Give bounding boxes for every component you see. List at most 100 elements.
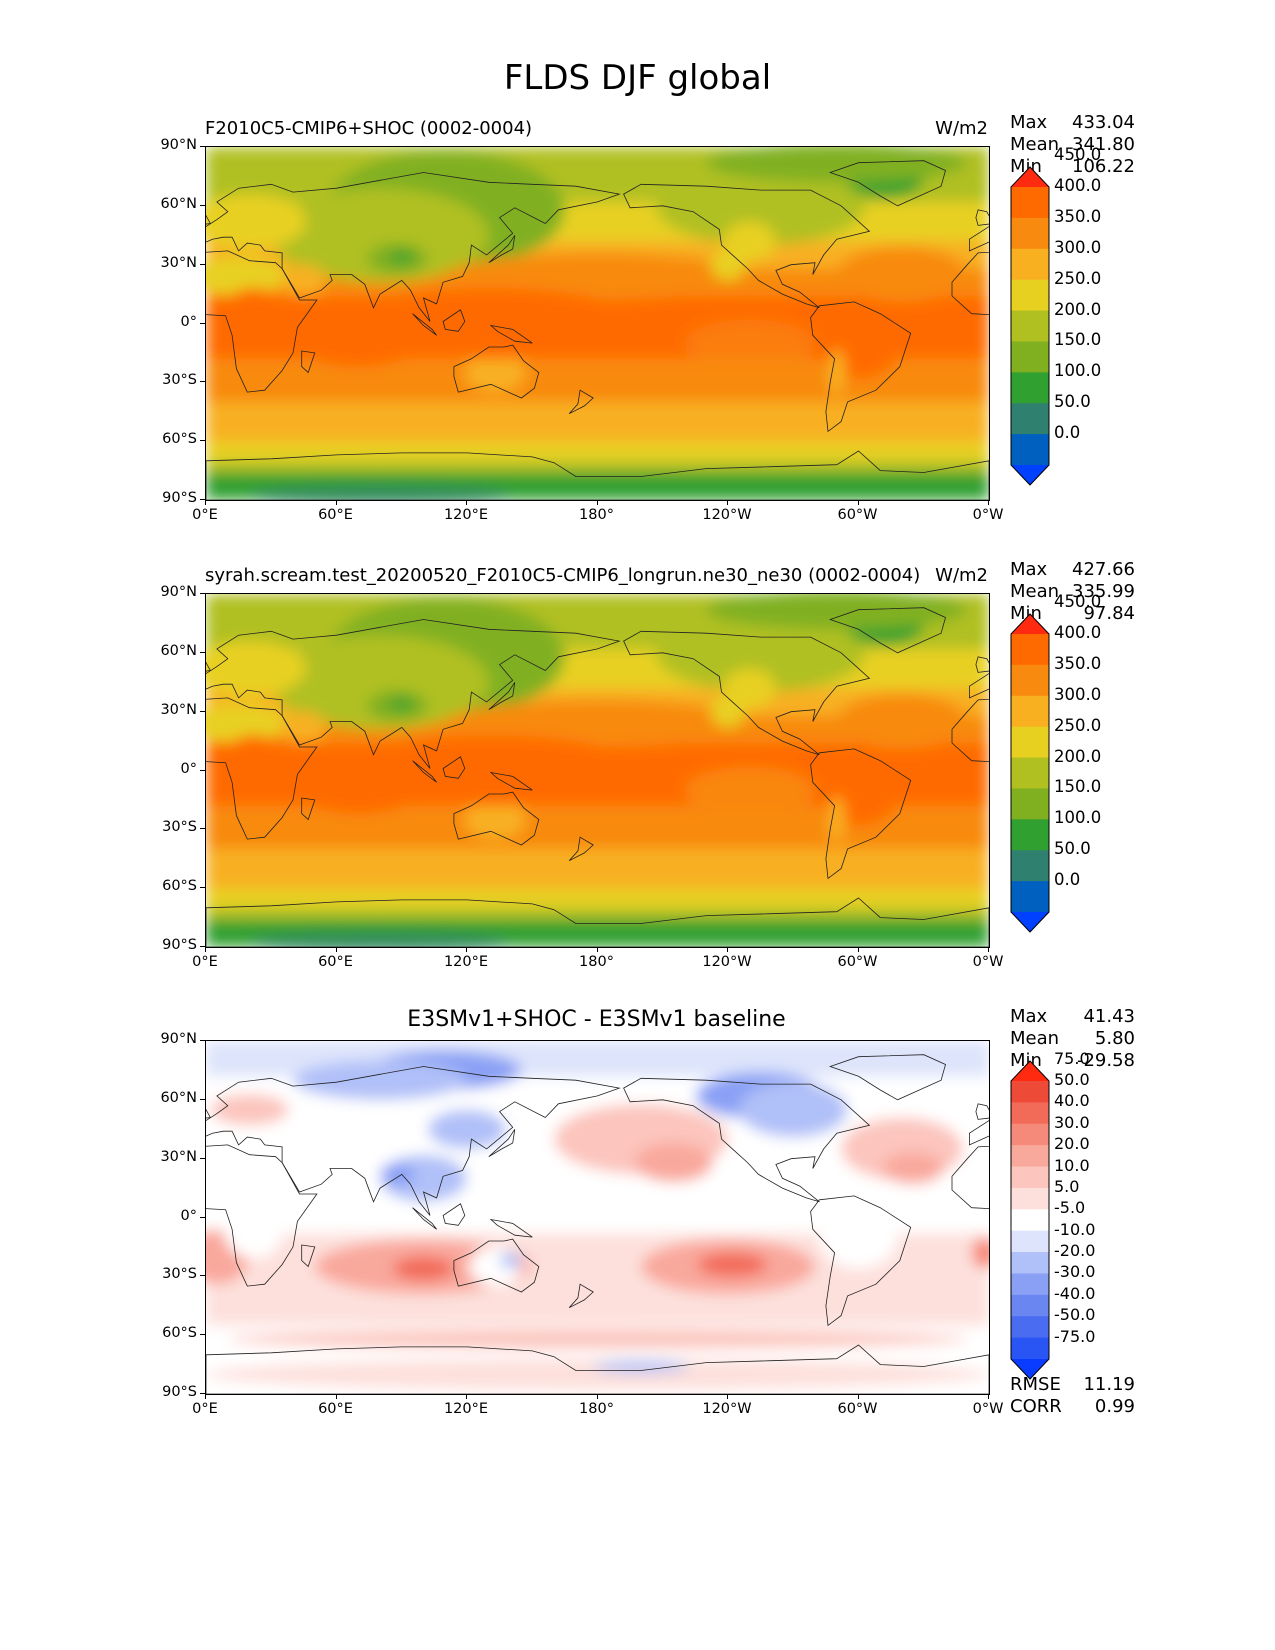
panel-3-error-stats: RMSE 11.19 CORR 0.99 bbox=[1010, 1374, 1135, 1418]
lon-tick-label: 180° bbox=[579, 954, 614, 970]
colorbar-segment bbox=[1011, 1123, 1049, 1146]
coastline-japan bbox=[488, 682, 516, 711]
colorbar-segment bbox=[1011, 372, 1049, 404]
lon-tick-mark bbox=[857, 947, 859, 952]
coastline-uk-wrap bbox=[975, 209, 989, 226]
coastline-japan bbox=[488, 235, 516, 264]
coastline-sumatra bbox=[412, 313, 437, 336]
panel-3-stats: Max 41.43 Mean 5.80 Min -29.58 bbox=[1010, 1006, 1135, 1072]
lon-tick-mark bbox=[596, 1394, 598, 1399]
lat-tick-mark bbox=[200, 146, 205, 147]
coastline-eurasia bbox=[206, 172, 621, 322]
rockies bbox=[723, 668, 776, 708]
lon-tick-mark bbox=[727, 947, 728, 952]
colorbar-tick-label: 50.0 bbox=[1054, 392, 1091, 412]
e-pacific bbox=[684, 319, 815, 367]
map-svg bbox=[206, 147, 989, 500]
cold-asia bbox=[271, 188, 489, 283]
tibet-core bbox=[388, 697, 415, 710]
coastline-greenland bbox=[828, 160, 946, 207]
colorbar-tick-label: 50.0 bbox=[1054, 839, 1091, 859]
colorbar-tick-label: -75.0 bbox=[1054, 1326, 1096, 1346]
lon-tick-mark bbox=[596, 947, 598, 952]
coastline-madagascar bbox=[301, 797, 316, 821]
diff-indian-core bbox=[393, 1256, 454, 1281]
lon-tick-label: 60°E bbox=[318, 954, 353, 970]
lat-tick-label: 90°S bbox=[162, 937, 197, 953]
lat-tick-label: 30°N bbox=[160, 701, 197, 718]
colorbar-segment bbox=[1011, 881, 1049, 913]
lon-tick-mark bbox=[988, 1394, 989, 1399]
diff-asia-neg2 bbox=[380, 1162, 415, 1187]
lon-tick-label: 120°W bbox=[702, 954, 752, 970]
map-svg bbox=[206, 594, 989, 947]
flds-field bbox=[206, 594, 989, 947]
lat-tick-label: 60°S bbox=[162, 431, 197, 448]
stat-value: 106.22 bbox=[1072, 156, 1135, 177]
diff-africa-white bbox=[223, 1195, 285, 1259]
lat-tick-label: 60°S bbox=[162, 1325, 197, 1342]
panel-2-units: W/m2 bbox=[935, 565, 988, 586]
coastline-africa bbox=[206, 697, 318, 840]
coastline-uk-wrap bbox=[975, 1103, 989, 1120]
lon-tick-label: 60°W bbox=[837, 507, 878, 523]
colorbar-tick-label: -40.0 bbox=[1054, 1283, 1096, 1303]
coastline-sumatra bbox=[412, 1207, 437, 1230]
lat-tick-label: 60°N bbox=[160, 642, 197, 659]
coastline-north-america bbox=[623, 1077, 871, 1203]
coastline-south-america bbox=[810, 1195, 912, 1327]
coastline-new-guinea bbox=[489, 771, 533, 791]
lat-tick-label: 90°S bbox=[162, 490, 197, 506]
colorbar-tick-label: 100.0 bbox=[1054, 808, 1102, 828]
colorbar-tick-label: -5.0 bbox=[1054, 1198, 1086, 1218]
stat-value: 0.99 bbox=[1094, 1396, 1135, 1417]
lat-tick-label: 0° bbox=[180, 1207, 197, 1224]
colorbar-segment bbox=[1011, 1145, 1049, 1168]
panel-3-title: E3SMv1+SHOC - E3SMv1 baseline bbox=[407, 1007, 786, 1032]
australia-center bbox=[464, 352, 526, 393]
lat-tick-mark bbox=[200, 1216, 205, 1218]
lat-tick-label: 60°S bbox=[162, 878, 197, 895]
lat-tick-label: 0° bbox=[180, 313, 197, 330]
colorbar-tick-label: 40.0 bbox=[1054, 1091, 1090, 1111]
stat-label: Max bbox=[1010, 112, 1048, 133]
lat-tick-label: 30°N bbox=[160, 254, 197, 271]
lat-tick-label: 30°S bbox=[162, 1266, 197, 1283]
coastline-africa bbox=[206, 1144, 318, 1287]
diff-satlantic-pos2 bbox=[971, 1237, 989, 1269]
colorbar-tick-label: 350.0 bbox=[1054, 206, 1102, 226]
lon-tick-label: 120°W bbox=[702, 1401, 752, 1417]
lon-tick-mark bbox=[857, 1394, 859, 1399]
andes bbox=[828, 348, 846, 397]
colorbar-tick-label: 5.0 bbox=[1054, 1176, 1080, 1196]
coastline-greenland bbox=[828, 1054, 946, 1101]
figure-title: FLDS DJF global bbox=[503, 58, 772, 98]
stat-label: Mean bbox=[1010, 1028, 1060, 1049]
lat-tick-mark bbox=[200, 322, 205, 324]
colorbar-tick-label: 10.0 bbox=[1054, 1155, 1090, 1175]
coastline-uk bbox=[206, 214, 212, 225]
stat-label: Max bbox=[1010, 1006, 1048, 1027]
colorbar-tick-label: 450.0 bbox=[1054, 145, 1102, 165]
rockies bbox=[723, 221, 776, 261]
colorbar-extend-max bbox=[1011, 1061, 1049, 1081]
lat-tick-label: 30°S bbox=[162, 372, 197, 389]
cold-asia bbox=[271, 635, 489, 730]
lon-tick-mark bbox=[466, 1394, 467, 1399]
coastline-africa bbox=[206, 250, 318, 393]
colorbar-segment bbox=[1011, 248, 1049, 281]
stat-value: 341.80 bbox=[1072, 134, 1135, 155]
colorbar-segment bbox=[1011, 695, 1049, 728]
lat-tick-mark bbox=[200, 769, 205, 771]
colorbar-segment bbox=[1011, 757, 1049, 789]
coastline-eurasia bbox=[206, 1066, 621, 1216]
coastline-new-guinea bbox=[489, 1218, 533, 1238]
antarctic-plateau bbox=[249, 931, 511, 947]
colorbar-tick-label: -10.0 bbox=[1054, 1219, 1096, 1239]
lat-tick-mark bbox=[200, 263, 205, 265]
colorbar-segment bbox=[1011, 664, 1049, 697]
australia-center bbox=[464, 799, 526, 840]
lon-tick-mark bbox=[205, 500, 206, 505]
colorbar-extend-max bbox=[1011, 614, 1049, 634]
lon-tick-label: 0°W bbox=[972, 1401, 1004, 1417]
